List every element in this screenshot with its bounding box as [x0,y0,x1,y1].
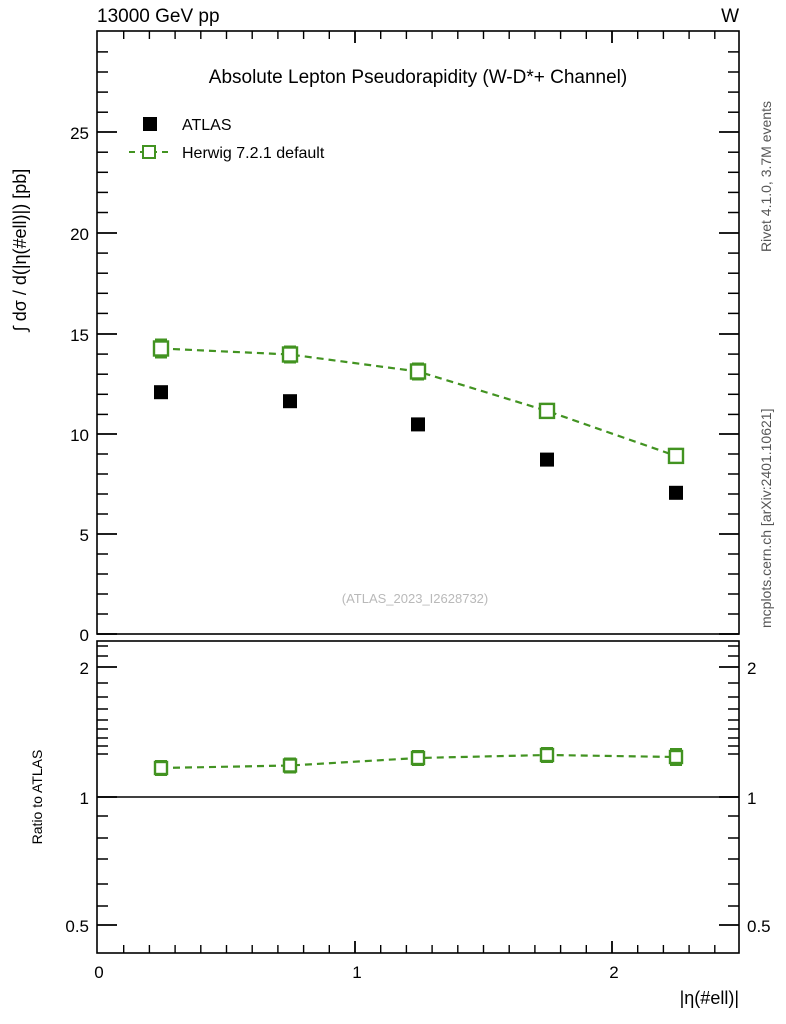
ratio-ytick-right-0p5: 0.5 [747,917,771,936]
ratio-ytick-1: 1 [80,789,89,808]
ytick-20: 20 [70,225,89,244]
main-panel: 25 20 15 10 5 0 Absolute Lepton Pseudora… [70,30,740,645]
ytick-25: 25 [70,124,89,143]
main-left-ticks [97,51,117,635]
main-y-axis-label: ∫ dσ / d(|η(#ell)|) [pb] [10,169,30,333]
legend-label-herwig: Herwig 7.2.1 default [182,145,325,162]
x-tick-labels: 0 1 2 [94,963,618,982]
series-herwig-main [152,338,685,465]
ratio-right-ticks [719,645,739,926]
ytick-5: 5 [80,526,89,545]
watermark-label: (ATLAS_2023_I2628732) [342,591,488,606]
ratio-y-tick-labels-left: 2 1 0.5 [65,659,89,936]
mcplots-reference-label: mcplots.cern.ch [arXiv:2401.10621] [758,409,774,628]
xtick-1: 1 [352,963,361,982]
legend-marker-atlas [143,117,157,131]
atlas-point [283,394,297,409]
xtick-2: 2 [609,963,618,982]
series-herwig-ratio [153,747,684,776]
legend: ATLAS Herwig 7.2.1 default [129,117,325,162]
ratio-y-axis-label: Ratio to ATLAS [29,750,45,845]
ratio-bottom-ticks [122,941,716,953]
atlas-point [411,417,425,432]
main-top-ticks [122,31,716,43]
herwig-markers [152,340,685,465]
ytick-0: 0 [80,626,89,645]
ratio-ytick-0p5: 0.5 [65,917,89,936]
atlas-point [669,485,683,500]
rivet-version-label: Rivet 4.1.0, 3.7M events [758,101,774,252]
header-left-label: 13000 GeV pp [97,6,220,27]
ratio-ytick-2: 2 [80,659,89,678]
legend-marker-herwig [129,145,171,159]
xtick-0: 0 [94,963,103,982]
ratio-panel: 2 1 0.5 2 1 0.5 Ratio to ATLAS [29,640,771,954]
ratio-left-ticks [97,645,117,926]
ytick-15: 15 [70,326,89,345]
header-right-label: W [721,6,739,27]
x-axis-label: |η(#ell)| [680,988,739,1008]
ratio-y-tick-labels-right: 2 1 0.5 [747,659,771,936]
ytick-10: 10 [70,426,89,445]
ratio-ytick-right-1: 1 [747,789,756,808]
atlas-point [540,452,554,467]
main-right-ticks [719,51,739,635]
herwig-ratio-markers [153,747,684,776]
main-panel-frame [96,30,740,635]
legend-label-atlas: ATLAS [182,117,232,134]
atlas-point [154,385,168,400]
series-atlas-main [154,385,683,500]
main-y-tick-labels: 25 20 15 10 5 0 [70,124,89,645]
ratio-ytick-right-2: 2 [747,659,756,678]
plot-title: Absolute Lepton Pseudorapidity (W-D*+ Ch… [209,67,627,88]
